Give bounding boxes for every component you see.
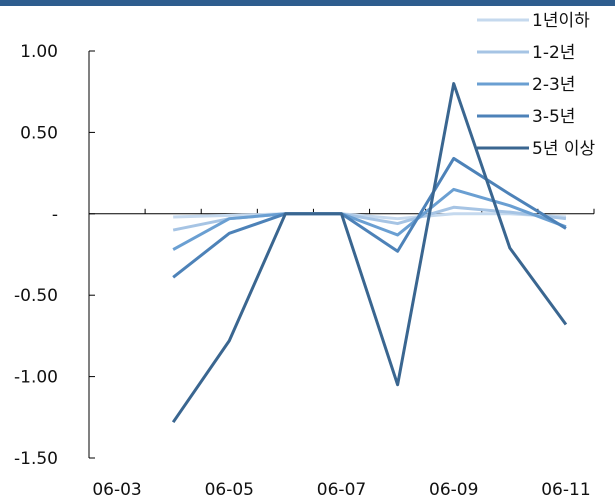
- y-tick-label: -1.50: [14, 449, 58, 469]
- y-tick-label: -1.00: [14, 368, 58, 388]
- x-tick-label: 06-07: [317, 480, 366, 497]
- y-tick-label: -: [52, 205, 58, 225]
- x-tick-label: 06-11: [541, 480, 590, 497]
- x-tick-label: 06-05: [205, 480, 254, 497]
- legend-label: 1년이하: [532, 11, 590, 31]
- legend-label: 1-2년: [532, 43, 575, 63]
- series-line-4: [172, 156, 567, 279]
- top-accent-bar: [0, 0, 615, 6]
- legend-label: 5년 이상: [532, 139, 595, 159]
- y-tick-label: 0.50: [20, 123, 58, 143]
- legend-label: 2-3년: [532, 75, 575, 95]
- legend-label: 3-5년: [532, 107, 575, 127]
- y-tick-label: 1.00: [20, 42, 58, 62]
- series-line-3: [172, 187, 567, 251]
- axes: 1.00 0.50 - -0.50 -1.00 -1.50 06-03 06-05 06-07 0…: [14, 42, 595, 497]
- series-line-5: [171, 82, 568, 424]
- legend: 1년이하 1-2년 2-3년 3-5년 5년 이상: [477, 11, 595, 159]
- series-line-1: [173, 212, 567, 221]
- x-tick-label: 06-09: [429, 480, 478, 497]
- series-lines: [171, 82, 568, 424]
- y-tick-label: -0.50: [14, 286, 58, 306]
- x-tick-label: 06-03: [92, 480, 141, 497]
